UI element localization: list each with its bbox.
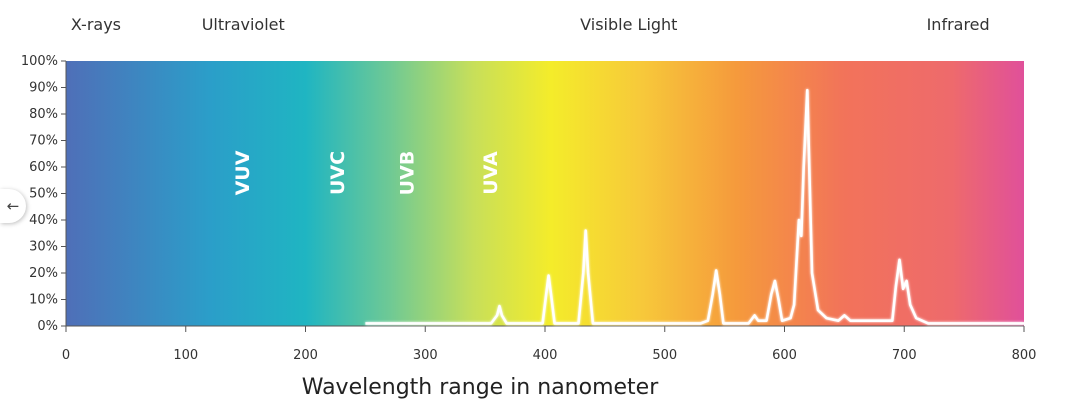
band-labels: VUV UVC UVB UVA bbox=[232, 150, 502, 195]
x-tick-label: 400 bbox=[533, 348, 558, 363]
x-tick-label: 0 bbox=[62, 348, 70, 363]
x-tick-label: 700 bbox=[892, 348, 917, 363]
emission-spectrum-line bbox=[365, 88, 1024, 325]
y-tick-label: 10% bbox=[29, 293, 58, 308]
y-tick-label: 60% bbox=[29, 160, 58, 175]
back-arrow-icon[interactable]: ← bbox=[0, 189, 26, 223]
y-axis: 0% 10% 20% 30% 40% 50% 60% 70% 80% 90% 100% bbox=[21, 54, 67, 334]
plot-background bbox=[66, 61, 1024, 326]
y-tick-label: 80% bbox=[29, 107, 58, 122]
y-tick-label: 30% bbox=[29, 240, 58, 255]
y-tick-label: 40% bbox=[29, 213, 58, 228]
region-label: Infrared bbox=[927, 15, 990, 34]
y-tick-label: 50% bbox=[29, 187, 58, 202]
x-axis-label: Wavelength range in nanometer bbox=[302, 375, 659, 400]
uv-band-label: UVB bbox=[396, 151, 418, 196]
region-label: Ultraviolet bbox=[202, 15, 285, 34]
x-tick-label: 600 bbox=[772, 348, 797, 363]
y-tick-label: 20% bbox=[29, 266, 58, 281]
uv-band-label: UVA bbox=[480, 151, 502, 195]
y-tick-label: 90% bbox=[29, 81, 58, 96]
region-labels: X-rays Ultraviolet Visible Light Infrared bbox=[71, 15, 990, 34]
x-tick-label: 500 bbox=[652, 348, 677, 363]
x-tick-label: 800 bbox=[1012, 348, 1037, 363]
x-axis: 0 100 200 300 400 500 600 700 800 bbox=[62, 325, 1037, 363]
region-label: Visible Light bbox=[580, 15, 677, 34]
region-label: X-rays bbox=[71, 15, 121, 34]
y-tick-label: 100% bbox=[21, 54, 58, 69]
x-tick-label: 200 bbox=[293, 348, 318, 363]
uv-band-label: UVC bbox=[327, 151, 349, 195]
x-tick-label: 300 bbox=[413, 348, 438, 363]
x-tick-label: 100 bbox=[173, 348, 198, 363]
y-tick-label: 0% bbox=[37, 319, 58, 334]
y-tick-label: 70% bbox=[29, 134, 58, 149]
uv-band-label: VUV bbox=[232, 150, 254, 195]
